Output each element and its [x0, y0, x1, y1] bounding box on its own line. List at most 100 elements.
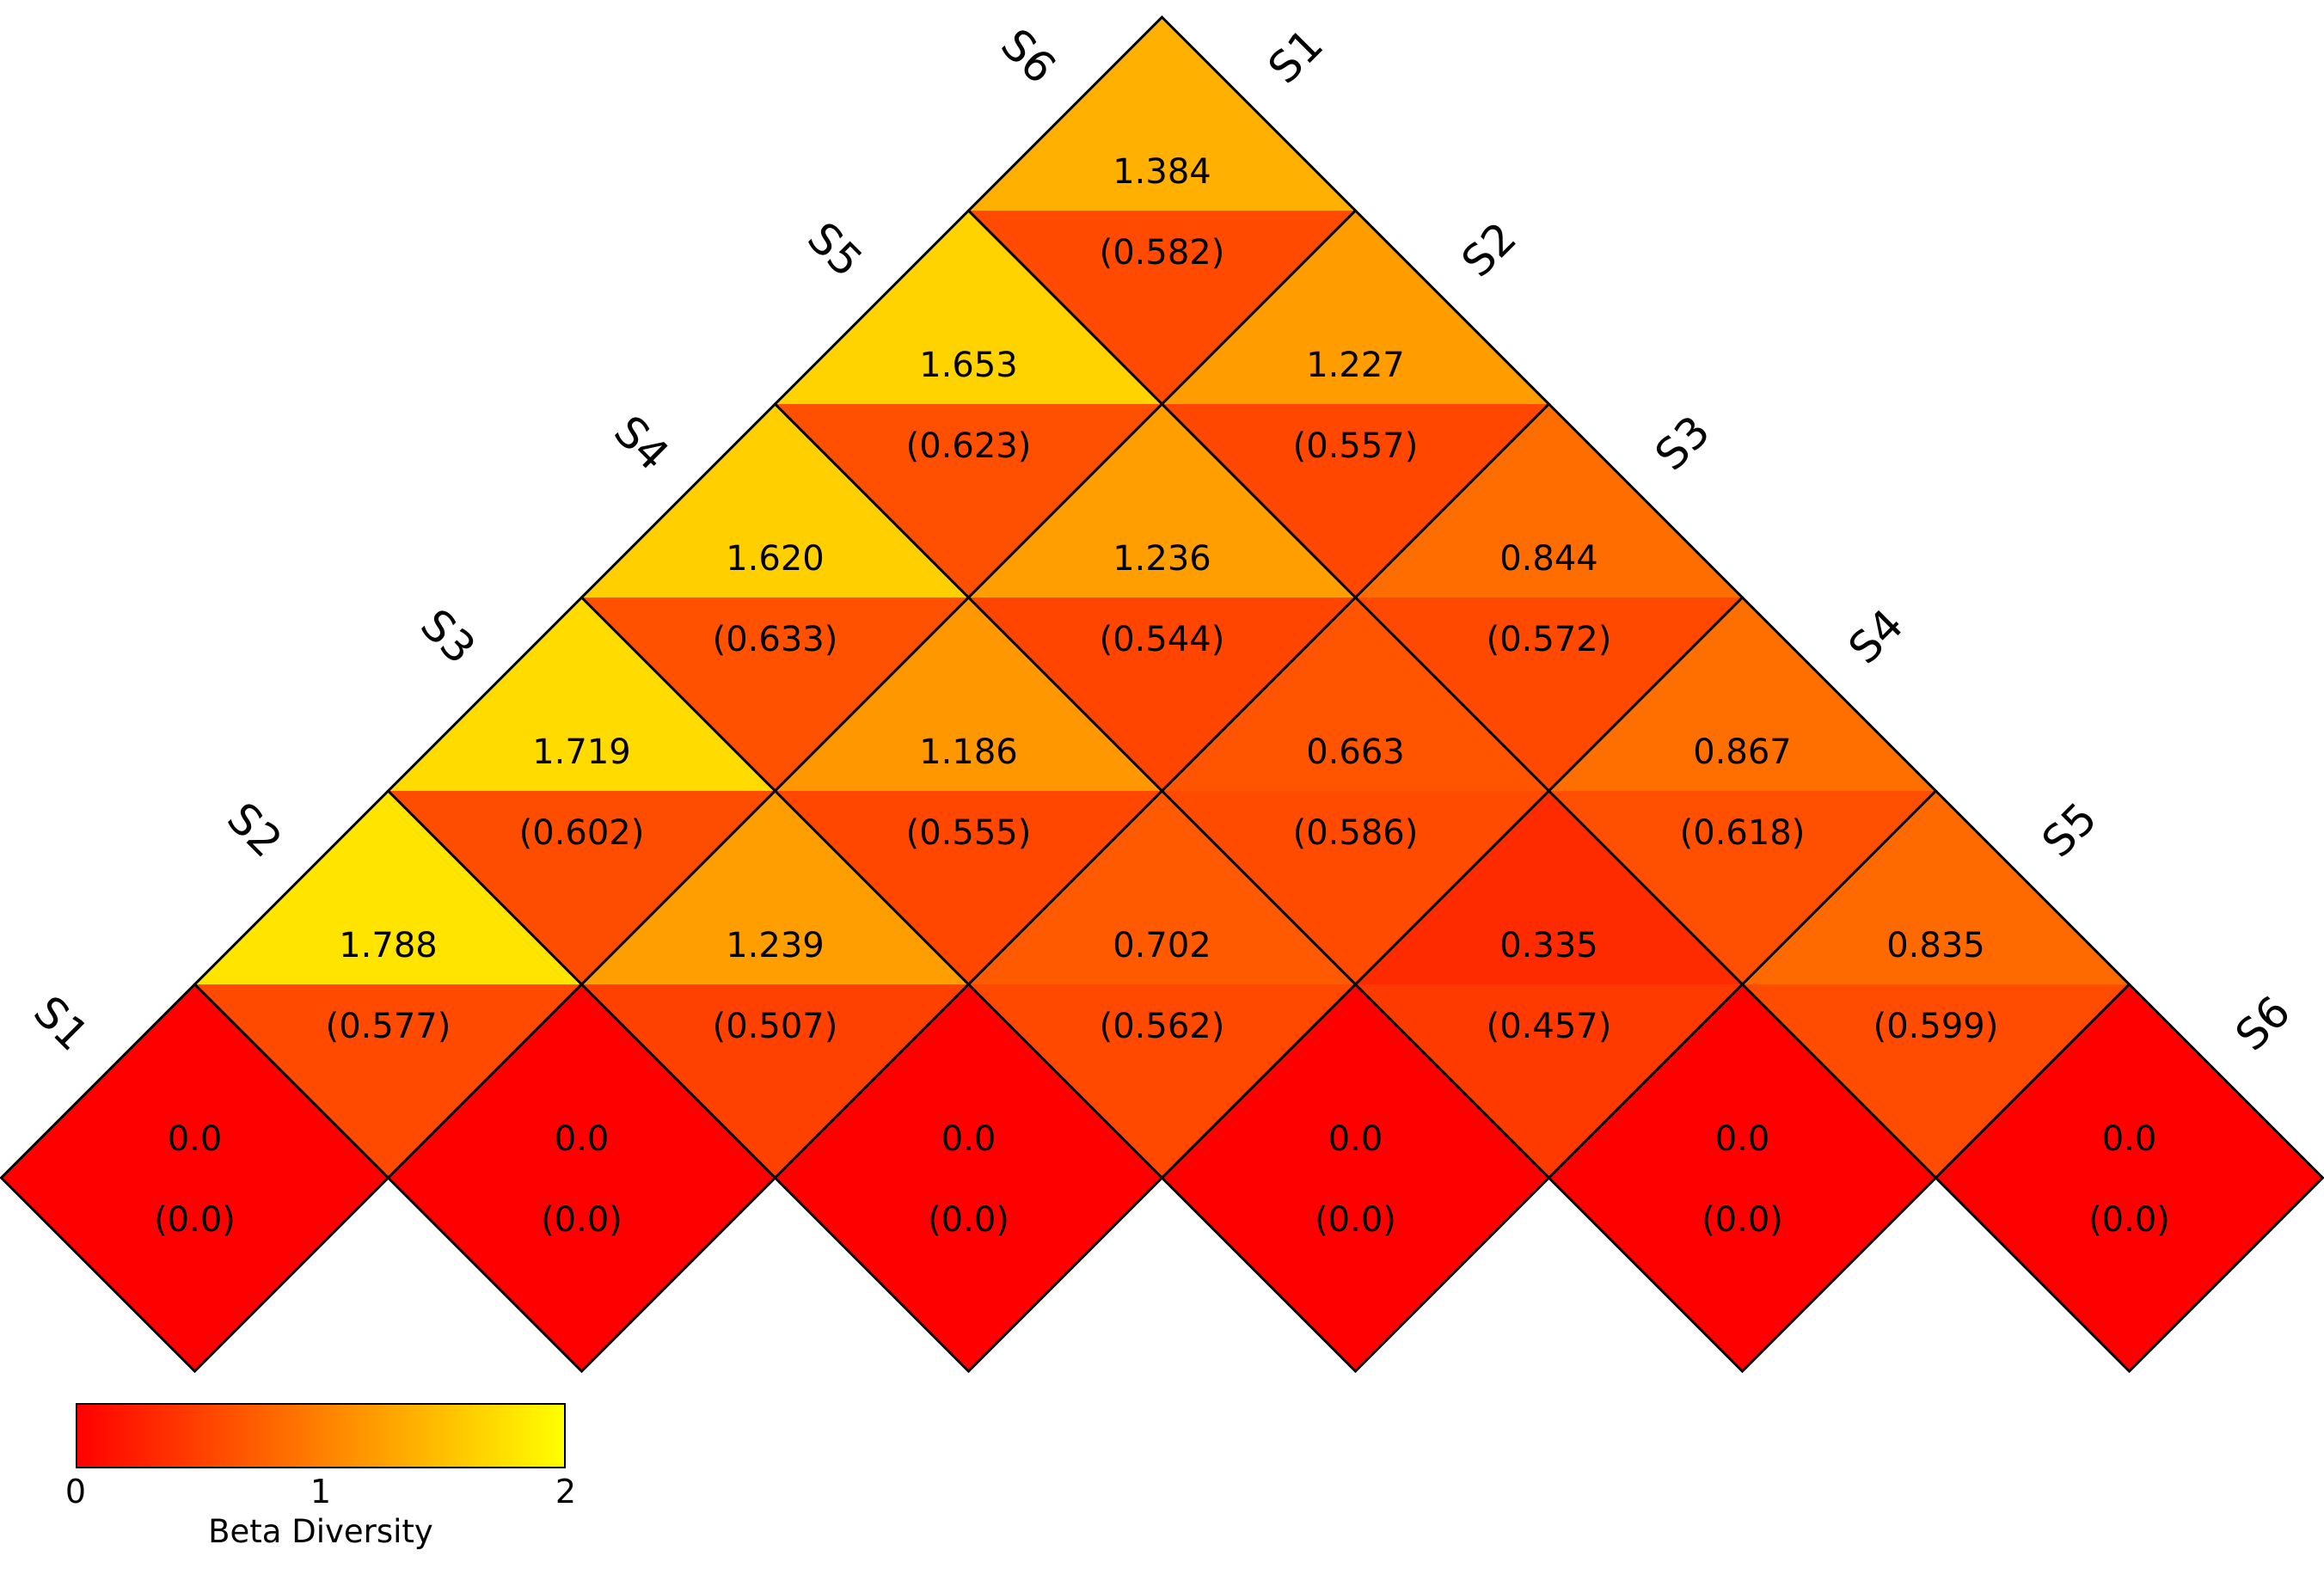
- col-label-right-S6: S6: [2226, 987, 2300, 1061]
- cell-S3-S4-value: 0.702: [1113, 926, 1211, 965]
- cell-S2-S2-upper: [388, 984, 776, 1178]
- cell-S4-S4-border: [1160, 982, 1551, 1374]
- cell-S5-S5-lower: [1548, 1178, 1936, 1371]
- cell-S3-S5-lower: [1162, 791, 1549, 984]
- cell-S5-S6-lower: [1742, 984, 2130, 1178]
- cell-S2-S3-upper: [581, 791, 969, 984]
- cell-S1-S4-secondary-value: (0.633): [713, 620, 838, 659]
- colorbar-tick-max: 2: [555, 1473, 577, 1511]
- cell-S5-S5-upper: [1548, 984, 1936, 1178]
- row-label-left-S4: S4: [604, 407, 678, 481]
- row-label-left-S2: S2: [218, 794, 291, 867]
- cell-S1-S1-upper: [1, 984, 389, 1178]
- cell-S2-S3-secondary-value: (0.507): [713, 1007, 838, 1046]
- cell-S1-S6-value: 1.384: [1113, 152, 1211, 192]
- cell-S2-S5-value: 1.236: [1113, 539, 1211, 579]
- triangle-heatmap: 1.384 (0.582) 1.653 (0.623) 1.227 (0.557) 1.62…: [0, 15, 2324, 1374]
- cell-S1-S1-lower: [1, 1178, 389, 1371]
- col-label-right-S1: S1: [1259, 20, 1333, 94]
- cell-S2-S4-lower: [775, 791, 1162, 984]
- cell-S4-S5-value: 0.335: [1499, 926, 1598, 965]
- cell-S3-S3-upper: [775, 984, 1162, 1178]
- cell-S2-S3-value: 1.239: [726, 926, 825, 965]
- colorbar-gradient: [76, 1403, 566, 1468]
- cell-S3-S6-value: 0.844: [1499, 539, 1598, 579]
- cell-S1-S6-lower: [968, 211, 1356, 404]
- cell-S1-S2-secondary-value: (0.577): [326, 1007, 451, 1046]
- cell-S3-S5-value: 0.663: [1306, 732, 1405, 772]
- cell-S6-S6-lower: [1935, 1178, 2323, 1371]
- cell-S2-S4-secondary-value: (0.555): [906, 813, 1032, 853]
- col-label-right-S3: S3: [1646, 407, 1720, 481]
- cell-S4-S6-secondary-value: (0.618): [1680, 813, 1806, 853]
- cell-S4-S6-lower: [1548, 791, 1936, 984]
- row-label-left-S3: S3: [411, 600, 485, 674]
- cell-S1-S4-lower: [581, 597, 969, 791]
- colorbar-tick-min: 0: [64, 1473, 87, 1511]
- cell-S6-S6-secondary-value: (0.0): [2088, 1200, 2170, 1240]
- cell-S2-S3-lower: [581, 984, 969, 1178]
- colorbar-tick-mid: 1: [310, 1473, 332, 1511]
- cell-S3-S4-lower: [968, 984, 1356, 1178]
- cell-S1-S2-value: 1.788: [339, 926, 438, 965]
- cell-S4-S5-upper: [1355, 791, 1743, 984]
- cell-S4-S4-upper: [1162, 984, 1549, 1178]
- row-label-left-S6: S6: [991, 20, 1065, 94]
- cell-S4-S5-secondary-value: (0.457): [1487, 1007, 1612, 1046]
- cell-S5-S6-upper: [1742, 791, 2130, 984]
- cell-S2-S2-lower: [388, 1178, 776, 1371]
- cell-S1-S1-border: [0, 982, 390, 1374]
- cell-S1-S6-upper: [968, 17, 1356, 211]
- cell-S3-S5-upper: [1162, 597, 1549, 791]
- cell-S1-S1-value: 0.0: [168, 1119, 223, 1159]
- cell-S4-S6-value: 0.867: [1693, 732, 1792, 772]
- cell-S4-S4-lower: [1162, 1178, 1549, 1371]
- cell-S3-S4-upper: [968, 791, 1356, 984]
- cell-S3-S6-upper: [1355, 404, 1743, 597]
- cell-S6-S6-border: [1934, 982, 2324, 1374]
- cell-S5-S5-secondary-value: (0.0): [1702, 1200, 1783, 1240]
- cell-S2-S5-secondary-value: (0.544): [1100, 620, 1225, 659]
- cell-S1-S3-value: 1.719: [532, 732, 631, 772]
- cell-S5-S5-border: [1547, 982, 1938, 1374]
- cell-S1-S3-secondary-value: (0.602): [519, 813, 645, 853]
- cell-S3-S4-secondary-value: (0.562): [1100, 1007, 1225, 1046]
- cell-S1-S5-lower: [775, 404, 1162, 597]
- col-label-right-S4: S4: [1839, 600, 1913, 674]
- cell-S1-S4-upper: [581, 404, 969, 597]
- cell-S1-S3-lower: [388, 791, 776, 984]
- row-label-left-S5: S5: [798, 213, 872, 287]
- cell-S2-S2-value: 0.0: [555, 1119, 610, 1159]
- cell-S2-S2-secondary-value: (0.0): [541, 1200, 622, 1240]
- cell-S3-S3-lower: [775, 1178, 1162, 1371]
- cell-S1-S5-secondary-value: (0.623): [906, 426, 1032, 466]
- cell-S1-S4-value: 1.620: [726, 539, 825, 579]
- colorbar-legend: 0 1 2 Beta Diversity: [65, 1403, 576, 1550]
- cell-S3-S6-lower: [1355, 597, 1743, 791]
- cell-S1-S5-upper: [775, 211, 1162, 404]
- cell-S2-S6-upper: [1162, 211, 1549, 404]
- cell-S6-S6-upper: [1935, 984, 2323, 1178]
- cell-S2-S5-upper: [968, 404, 1356, 597]
- cell-S1-S6-secondary-value: (0.582): [1100, 233, 1225, 273]
- cell-S1-S2-upper: [194, 791, 582, 984]
- cell-S2-S4-value: 1.186: [919, 732, 1018, 772]
- cell-S4-S5-lower: [1355, 984, 1743, 1178]
- cell-S4-S6-upper: [1548, 597, 1936, 791]
- cell-S3-S3-border: [773, 982, 1164, 1374]
- colorbar-title: Beta Diversity: [208, 1513, 433, 1550]
- cell-S2-S6-secondary-value: (0.557): [1293, 426, 1419, 466]
- cell-S6-S6-value: 0.0: [2102, 1119, 2157, 1159]
- col-label-right-S5: S5: [2033, 794, 2106, 867]
- cell-S3-S5-secondary-value: (0.586): [1293, 813, 1419, 853]
- cell-S5-S5-value: 0.0: [1715, 1119, 1770, 1159]
- cell-S4-S4-secondary-value: (0.0): [1315, 1200, 1396, 1240]
- cell-S2-S6-value: 1.227: [1306, 346, 1405, 385]
- cell-S1-S3-upper: [388, 597, 776, 791]
- cell-S2-S6-lower: [1162, 404, 1549, 597]
- cell-S5-S6-value: 0.835: [1886, 926, 1985, 965]
- cell-S1-S2-lower: [194, 984, 582, 1178]
- colorbar-ticks: 0 1 2: [65, 1468, 576, 1511]
- cell-S4-S4-value: 0.0: [1328, 1119, 1383, 1159]
